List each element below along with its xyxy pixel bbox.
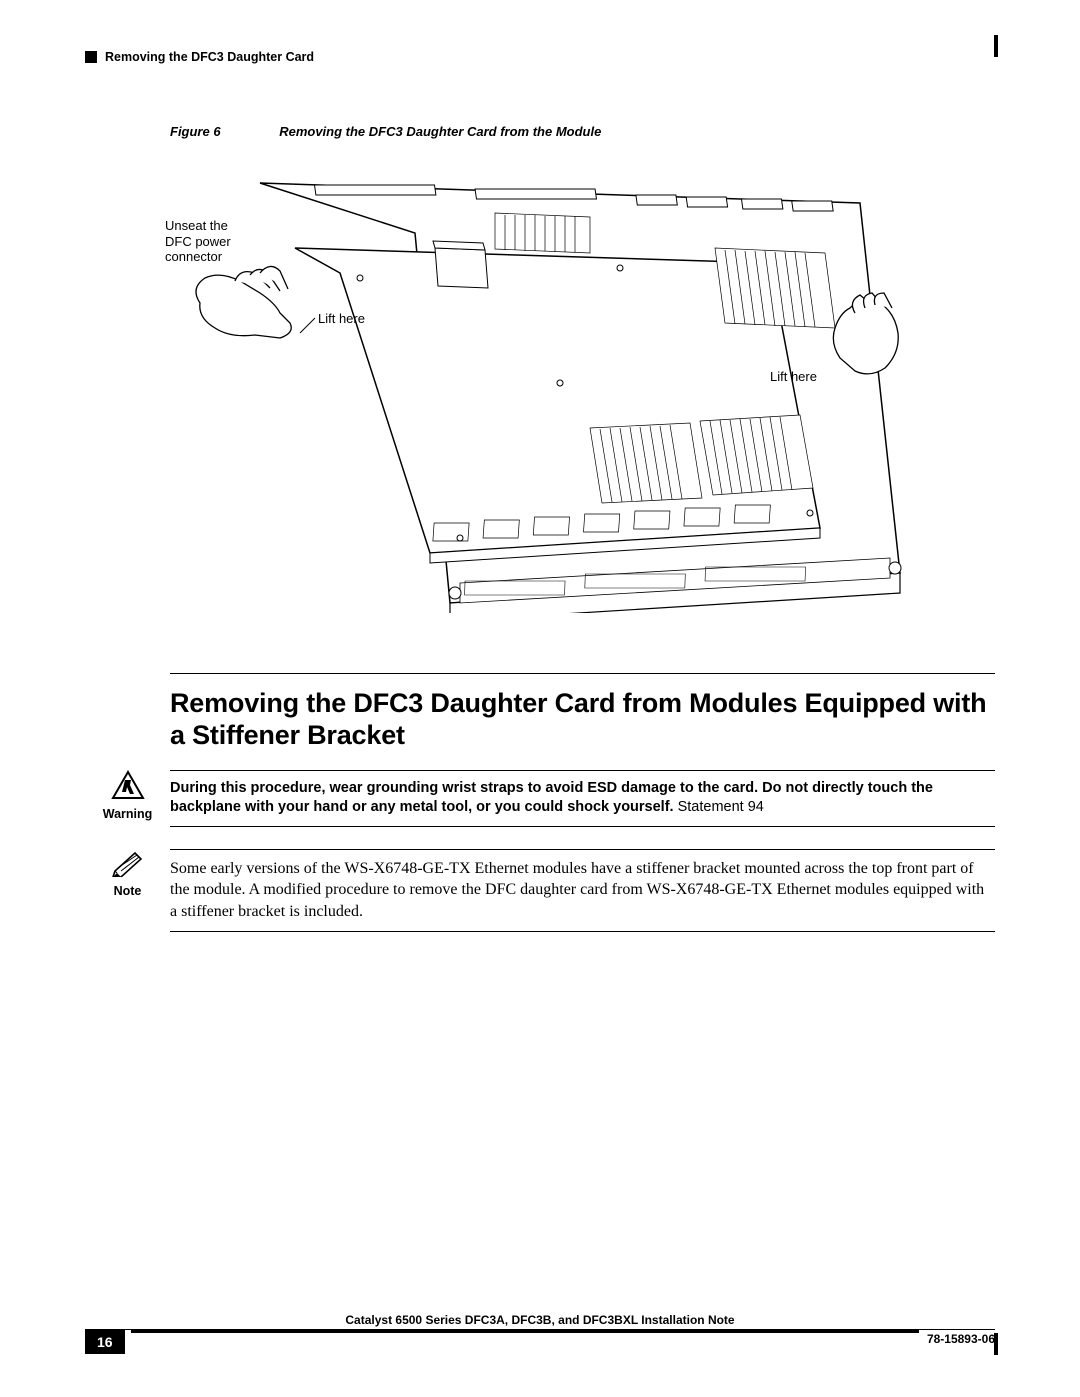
warning-icon-col: Warning [85,770,170,827]
note-pencil-icon [111,849,145,877]
figure-caption-text: Removing the DFC3 Daughter Card from the… [279,124,601,139]
note-text: Some early versions of the WS-X6748-GE-T… [170,849,995,932]
document-number: 78-15893-06 [927,1330,995,1346]
note-callout: Note Some early versions of the WS-X6748… [85,849,995,932]
page-content: Removing the DFC3 Daughter Card Figure 6… [0,0,1080,1397]
figure-annotation-unseat: Unseat the DFC power connector [165,218,231,265]
warning-callout: Warning During this procedure, wear grou… [85,770,995,827]
footer-bottom-row: 16 78-15893-06 [85,1330,995,1355]
header-title: Removing the DFC3 Daughter Card [105,50,314,64]
warning-label: Warning [85,807,170,821]
note-label: Note [85,884,170,898]
page-footer: Catalyst 6500 Series DFC3A, DFC3B, and D… [85,1311,995,1355]
running-header: Removing the DFC3 Daughter Card [85,50,995,64]
note-icon-col: Note [85,849,170,932]
figure-label: Figure 6 [170,124,221,139]
header-bullet-icon [85,51,97,63]
section-heading: Removing the DFC3 Daughter Card from Mod… [170,688,995,752]
footer-doc-title: Catalyst 6500 Series DFC3A, DFC3B, and D… [345,1313,734,1329]
figure-annotation-lift-right: Lift here [770,369,817,385]
figure-caption: Figure 6 Removing the DFC3 Daughter Card… [170,124,995,139]
footer-title-row: Catalyst 6500 Series DFC3A, DFC3B, and D… [85,1311,995,1330]
figure-annotation-lift-left: Lift here [318,311,365,327]
warning-bold-text: During this procedure, wear grounding wr… [170,780,933,816]
footer-rule [131,1330,919,1333]
crop-mark-bottom [994,1333,998,1355]
warning-text: During this procedure, wear grounding wr… [170,770,995,827]
figure-illustration: Unseat the DFC power connector Lift here… [160,153,920,613]
page-number: 16 [85,1330,125,1354]
section-divider [170,673,995,674]
warning-statement: Statement 94 [674,799,764,815]
warning-icon [111,770,145,800]
